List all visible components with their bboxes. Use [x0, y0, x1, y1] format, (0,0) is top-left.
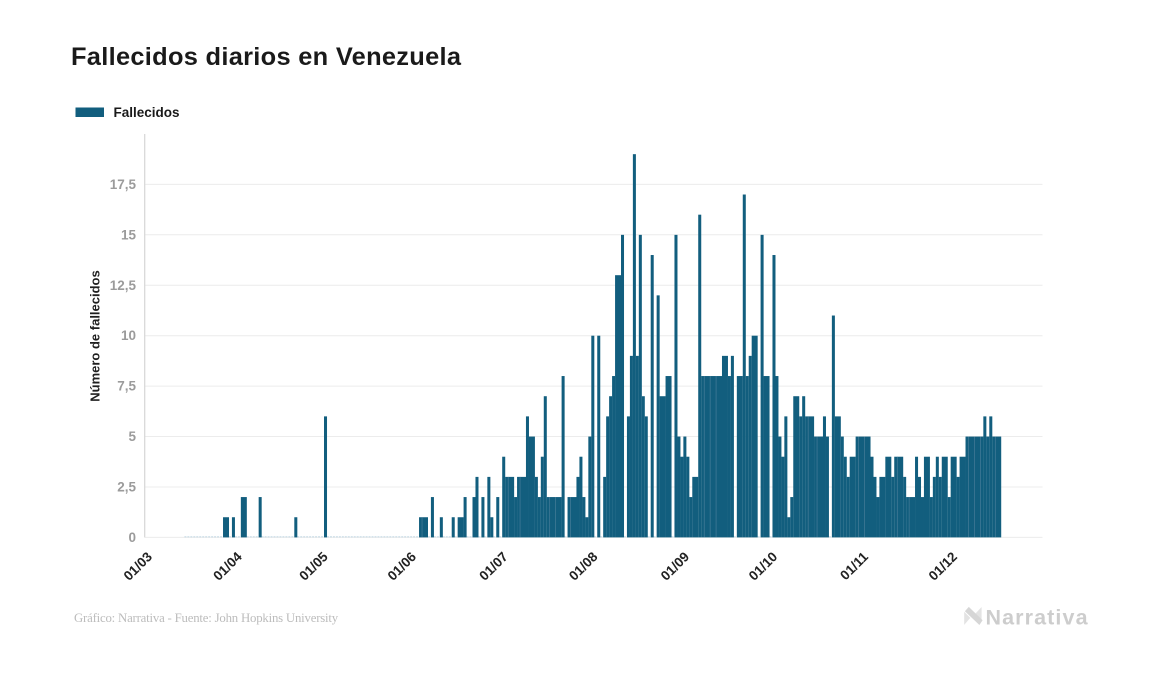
svg-text:10: 10 [121, 328, 136, 343]
svg-text:Número de fallecidos: Número de fallecidos [88, 270, 103, 401]
svg-text:Gráfico: Narrativa - Fuente: J: Gráfico: Narrativa - Fuente: John Hopkin… [74, 611, 339, 625]
svg-text:12,5: 12,5 [110, 278, 137, 293]
svg-text:7,5: 7,5 [117, 379, 136, 394]
svg-text:2,5: 2,5 [117, 480, 136, 495]
svg-text:17,5: 17,5 [110, 177, 137, 192]
svg-text:15: 15 [121, 227, 137, 242]
svg-text:0: 0 [128, 530, 136, 545]
svg-text:5: 5 [128, 429, 136, 444]
svg-text:Narrativa: Narrativa [986, 606, 1089, 630]
svg-text:Fallecidos: Fallecidos [114, 105, 180, 120]
svg-text:Fallecidos diarios en Venezuel: Fallecidos diarios en Venezuela [71, 43, 462, 71]
